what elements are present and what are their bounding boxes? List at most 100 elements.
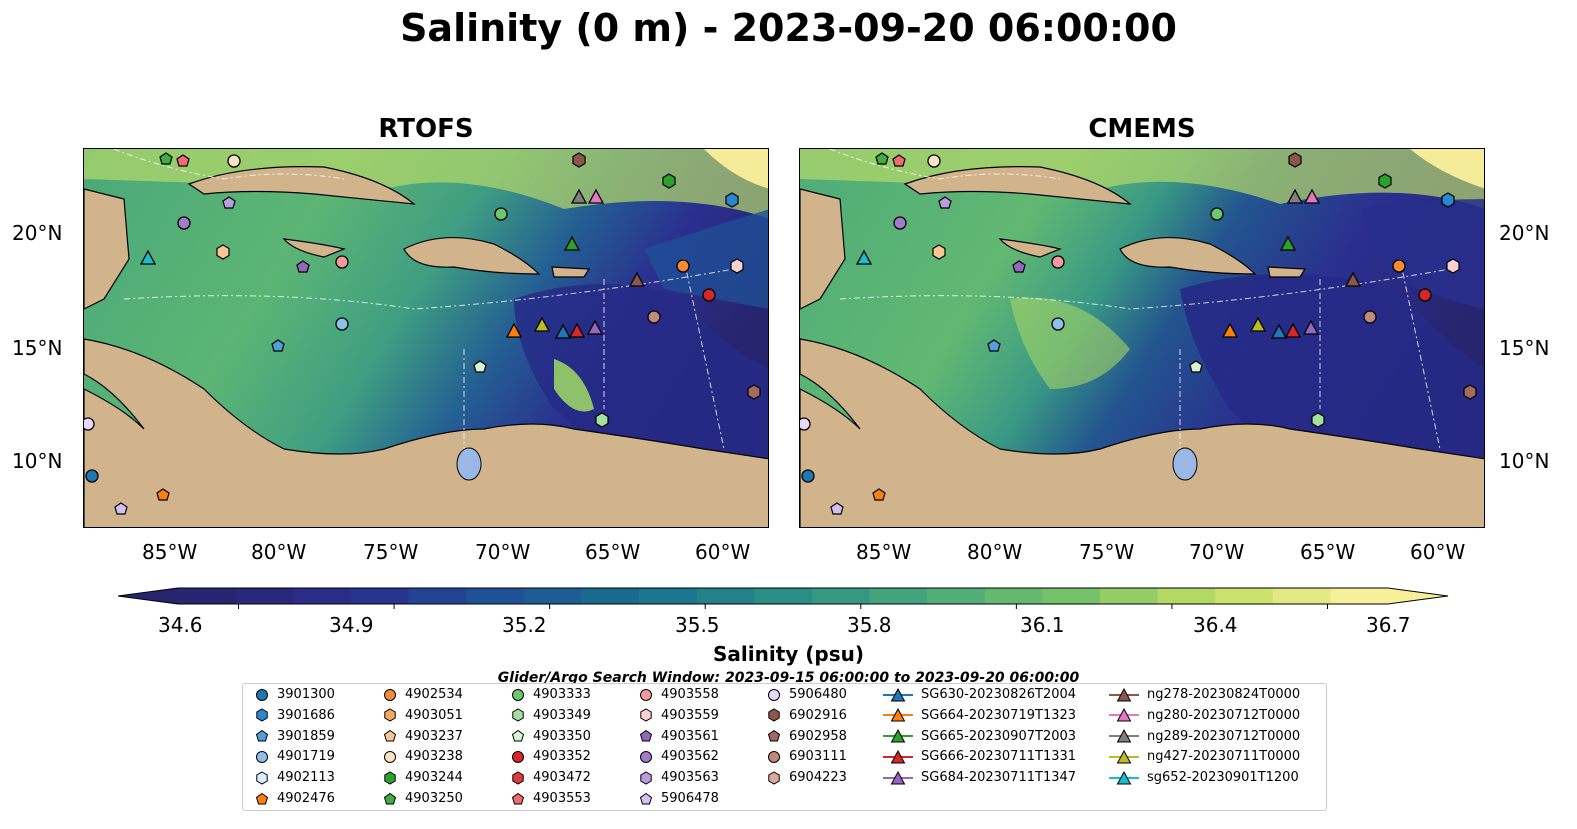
float-marker: [662, 173, 676, 189]
glider-marker: [1221, 322, 1239, 338]
colorbar-segment: [466, 588, 525, 604]
legend-entry: ng427-20230711T0000: [1109, 749, 1300, 764]
colorbar-segment: [408, 588, 467, 604]
legend-entry: 4903244: [383, 770, 463, 785]
legend-marker-triangle: [1109, 770, 1139, 785]
legend-marker-pentagon: [383, 792, 397, 804]
map-rtofs: [83, 148, 769, 528]
legend-marker-circle: [768, 750, 780, 763]
float-marker: [893, 216, 907, 230]
legend-label: 3901686: [277, 707, 335, 723]
lake-maracaibo: [456, 447, 482, 481]
lon-tick: 65°W: [1300, 540, 1356, 564]
lon-tick: 75°W: [1079, 540, 1135, 564]
legend-label: 6904223: [789, 770, 847, 786]
lon-tick: 65°W: [585, 540, 641, 564]
legend-label: 4901719: [277, 749, 335, 765]
glider-marker: [570, 188, 588, 204]
float-marker: [222, 196, 236, 209]
legend-entry: SG684-20230711T1347: [883, 770, 1076, 785]
lat-tick-left: 15°N: [12, 336, 63, 360]
legend-label: 4903553: [533, 791, 591, 806]
legend-marker-pentagon: [255, 729, 269, 742]
lon-tick: 75°W: [363, 540, 419, 564]
glider-markers: [139, 188, 646, 339]
northeast-high-salinity: [704, 149, 768, 189]
jamaica-land: [998, 238, 1062, 258]
colorbar-title: Salinity (psu): [712, 642, 864, 666]
puerto-rico-land: [551, 266, 591, 278]
glider-marker: [568, 322, 586, 338]
figure-title: Salinity (0 m) - 2023-09-20 06:00:00: [400, 6, 1177, 50]
panel-title-cmems: CMEMS: [1088, 114, 1196, 144]
legend-marker-hexagon: [640, 708, 652, 722]
legend-entry: 4903350: [511, 729, 591, 744]
legend-label: 4903250: [405, 791, 463, 806]
float-marker: [335, 317, 349, 331]
float-marker: [494, 207, 508, 221]
float-marker: [1288, 152, 1302, 168]
legend-label: SG684-20230711T1347: [921, 770, 1077, 786]
legend-marker-circle: [512, 688, 524, 701]
lon-tick: 80°W: [967, 540, 1023, 564]
legend-label: SG630-20230826T2004: [921, 687, 1077, 702]
legend-entry: 4903563: [639, 770, 719, 785]
legend-label: 5906478: [661, 791, 719, 806]
legend-label: 4903237: [405, 728, 463, 744]
float-marker: [1051, 317, 1065, 331]
legend-marker-pentagon: [639, 792, 653, 804]
legend-entry: 6903111: [767, 749, 847, 764]
legend-entry: 4903472: [511, 770, 591, 785]
legend-marker-pentagon: [639, 729, 653, 742]
float-marker: [725, 192, 739, 208]
colorbar-segment: [984, 588, 1043, 604]
colorbar-segment: [811, 588, 871, 604]
central-high-salinity: [1010, 297, 1130, 389]
colorbar-tick: 36.4: [1193, 613, 1238, 637]
lat-tick-right: 20°N: [1499, 221, 1550, 245]
legend-entry: 4903561: [639, 729, 719, 744]
legend-entry: 4902476: [255, 791, 335, 806]
map-rtofs-svg: [84, 149, 768, 527]
float-marker: [1446, 258, 1460, 274]
legend-label: 4903563: [661, 770, 719, 786]
legend-entry: 5906478: [639, 791, 719, 806]
legend-marker-circle: [384, 688, 396, 701]
legend-label: 4903349: [533, 707, 591, 723]
float-marker: [335, 255, 349, 269]
eez-boundary: [829, 149, 1061, 180]
glider-marker: [533, 316, 551, 332]
colorbar-extend-high: [1388, 588, 1448, 604]
hispaniola-land: [1119, 237, 1257, 275]
colorbar-segment: [1330, 588, 1389, 604]
colorbar: [117, 587, 1449, 609]
legend-label: 4903051: [405, 707, 463, 723]
eez-boundary: [113, 149, 345, 180]
float-marker: [647, 310, 661, 324]
lon-tick: 85°W: [856, 540, 912, 564]
legend-marker-circle: [512, 750, 524, 763]
legend-marker-circle: [256, 750, 268, 763]
legend-marker-circle: [256, 688, 268, 701]
legend-marker-triangle: [883, 729, 913, 743]
legend-label: 4903352: [533, 749, 591, 765]
float-marker: [702, 288, 716, 302]
float-marker: [1363, 310, 1377, 324]
glider-marker: [139, 249, 157, 265]
legend-entry: 6902916: [767, 708, 847, 723]
float-marker: [730, 258, 744, 274]
eez-boundary: [123, 268, 735, 310]
colorbar-segment: [638, 588, 698, 604]
legend-entry: 4903333: [511, 687, 591, 702]
legend-marker-circle: [768, 688, 780, 701]
glider-marker: [1279, 235, 1297, 251]
legend-entry: ng280-20230712T0000: [1109, 708, 1300, 723]
lat-tick-left: 10°N: [12, 449, 63, 473]
float-marker: [872, 488, 886, 501]
lat-tick-right: 15°N: [1499, 336, 1550, 360]
colorbar-tick: 35.5: [675, 613, 720, 637]
legend-entry: 4901719: [255, 749, 335, 764]
float-marker: [932, 244, 946, 260]
glider-marker: [1344, 271, 1362, 287]
legend-label: SG665-20230907T2003: [921, 728, 1077, 744]
